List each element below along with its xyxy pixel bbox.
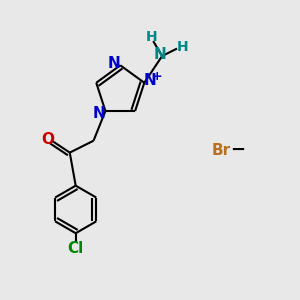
Text: Br: Br [212,142,231,158]
Text: Cl: Cl [68,241,84,256]
Text: N: N [153,47,166,62]
Text: H: H [176,40,188,54]
Text: N: N [92,106,105,121]
Text: N: N [143,73,156,88]
Text: N: N [107,56,120,71]
Text: −: − [230,141,245,159]
Text: H: H [146,30,158,44]
Text: O: O [41,132,54,147]
Text: +: + [152,70,162,83]
